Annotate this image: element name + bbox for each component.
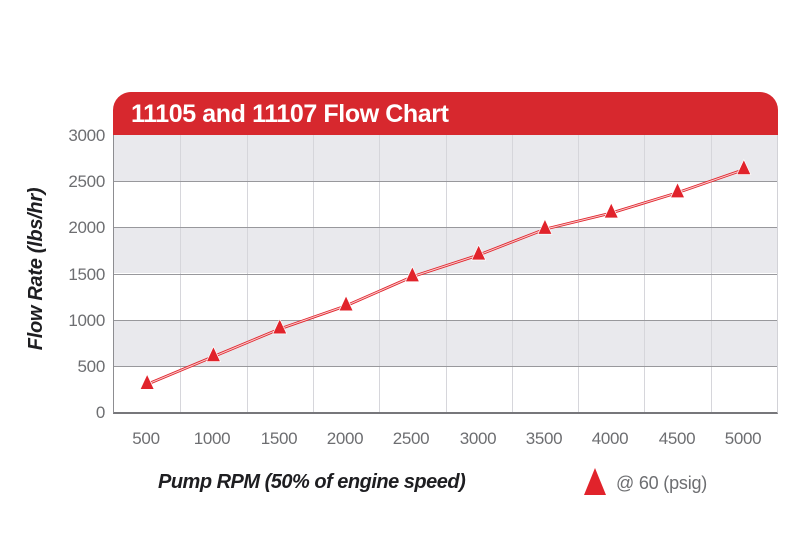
plot-grid — [114, 135, 777, 412]
gridline-vertical — [512, 135, 513, 412]
series-line-core — [146, 169, 745, 385]
legend: @ 60 (psig) — [584, 468, 707, 495]
y-tick-label: 3000 — [68, 126, 105, 145]
legend-triangle-icon — [584, 468, 606, 495]
data-point-marker — [537, 218, 553, 235]
series-line — [146, 168, 745, 386]
x-tick-label: 1500 — [260, 429, 298, 448]
gridline-vertical — [711, 135, 712, 412]
y-tick-label: 1000 — [68, 311, 105, 330]
plot-band — [114, 181, 777, 228]
data-point-marker — [338, 294, 354, 312]
chart-title: 11105 and 11107 Flow Chart — [131, 100, 449, 128]
data-point-marker — [736, 158, 752, 175]
gridline-vertical — [578, 135, 579, 412]
plot-band — [114, 319, 777, 366]
data-point-marker — [205, 345, 221, 362]
legend-label: @ 60 (psig) — [616, 472, 708, 493]
x-axis-tick-labels: 500 1000 1500 2000 2500 3000 3500 4000 4500 5000 — [113, 429, 778, 451]
gridline-horizontal — [114, 227, 777, 228]
x-tick-label: 3500 — [525, 429, 563, 448]
data-point-marker — [471, 244, 487, 261]
y-tick-label: 500 — [77, 357, 106, 376]
y-tick-label: 0 — [95, 403, 105, 422]
x-tick-label: 4500 — [658, 429, 696, 448]
gridline-horizontal — [114, 274, 777, 275]
y-axis-title: Flow Rate (lbs/hr) — [25, 187, 47, 351]
gridline-vertical — [247, 135, 248, 412]
series-svg — [139, 158, 752, 390]
gridline-vertical — [446, 135, 447, 412]
gridline-horizontal — [114, 320, 777, 321]
data-point-marker — [603, 202, 619, 219]
gridline-vertical — [644, 135, 645, 412]
plot-band — [114, 135, 777, 182]
y-axis-tick-labels: 3000 2500 2000 1500 1000 500 0 — [18, 126, 106, 422]
plot-area — [113, 135, 778, 414]
gridline-vertical — [180, 135, 181, 412]
gridline-horizontal — [114, 366, 777, 367]
x-axis-title: Pump RPM (50% of engine speed) — [158, 471, 466, 493]
y-tick-label: 2000 — [68, 218, 105, 237]
data-point-marker — [404, 265, 420, 283]
plot-band — [114, 365, 777, 412]
plot-band — [114, 273, 777, 320]
y-tick-label: 2500 — [68, 172, 105, 191]
data-point-marker — [272, 318, 288, 335]
data-point-marker — [670, 181, 686, 199]
x-tick-label: 1000 — [193, 429, 231, 448]
x-tick-label: 500 — [132, 429, 160, 448]
data-point-marker — [139, 373, 155, 390]
gridline-horizontal — [114, 181, 777, 182]
gridline-vertical — [379, 135, 380, 412]
x-tick-label: 2000 — [326, 429, 364, 448]
gridline-vertical — [313, 135, 314, 412]
x-tick-label: 2500 — [392, 429, 430, 448]
y-tick-label: 1500 — [68, 265, 105, 284]
x-tick-label: 5000 — [724, 429, 762, 448]
x-tick-label: 3000 — [459, 429, 497, 448]
chart-header: 11105 and 11107 Flow Chart — [113, 92, 778, 135]
x-tick-label: 4000 — [591, 429, 629, 448]
